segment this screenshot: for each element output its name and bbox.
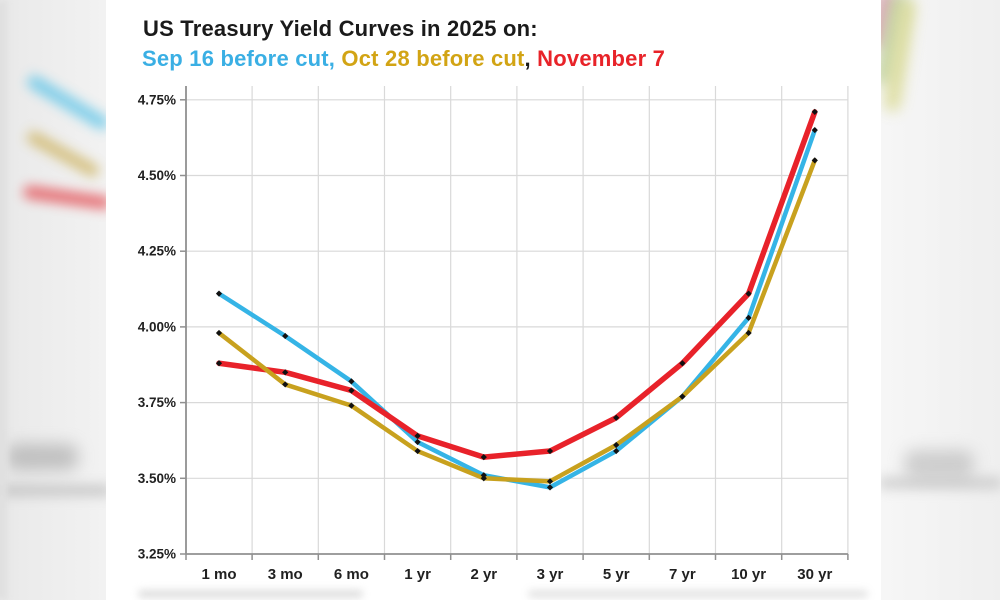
- subtitle-segment: Oct 28 before cut: [335, 46, 525, 71]
- chart-subtitle: Sep 16 before cut, Oct 28 before cut, No…: [142, 46, 665, 72]
- data-point-marker: [414, 438, 421, 446]
- data-point-marker: [348, 387, 355, 394]
- blur-text-blob-right: [904, 450, 974, 478]
- blur-edge-band-left: [0, 0, 8, 600]
- y-axis-label: 4.50%: [138, 168, 176, 183]
- data-point-marker: [480, 475, 487, 482]
- data-point-marker: [811, 157, 818, 164]
- y-axis-label: 4.25%: [138, 244, 176, 259]
- data-point-marker: [348, 378, 355, 385]
- data-point-marker: [480, 454, 487, 461]
- blur-smear-right: [878, 477, 1000, 489]
- series-line-1: [216, 158, 818, 484]
- blurred-backdrop-left: [0, 0, 112, 600]
- data-point-marker: [613, 414, 620, 421]
- x-axis-label: 10 yr: [731, 566, 766, 583]
- blur-caption-cutoff-left: [138, 590, 363, 598]
- x-axis-label: 1 mo: [201, 566, 236, 583]
- data-point-marker: [613, 441, 620, 449]
- data-point-marker: [414, 447, 421, 455]
- data-point-marker: [348, 402, 355, 409]
- data-point-marker: [745, 290, 752, 297]
- series-line-2: [216, 109, 818, 460]
- x-axis-label: 3 yr: [537, 566, 564, 583]
- x-axis-label: 3 mo: [268, 566, 303, 583]
- data-point-marker: [745, 329, 752, 337]
- data-point-marker: [215, 329, 223, 337]
- subtitle-segment: Sep 16 before cut,: [142, 46, 336, 71]
- data-point-marker: [679, 393, 686, 400]
- subtitle-segment: November 7: [530, 46, 666, 71]
- data-point-marker: [282, 369, 289, 376]
- y-axis-label: 3.75%: [138, 395, 176, 410]
- x-axis-label: 6 mo: [334, 566, 369, 583]
- blur-text-blob-left: [6, 444, 78, 470]
- data-point-marker: [679, 360, 686, 367]
- data-point-marker: [811, 126, 818, 134]
- data-point-marker: [745, 314, 752, 321]
- subtitle-segment: ,: [524, 46, 531, 71]
- data-point-marker: [414, 432, 421, 440]
- x-axis-label: 30 yr: [797, 566, 832, 583]
- data-point-marker: [613, 447, 620, 455]
- data-point-marker: [546, 478, 554, 485]
- x-axis-label: 2 yr: [470, 566, 497, 583]
- x-axis-label: 7 yr: [669, 566, 696, 583]
- blurred-backdrop-right: [866, 0, 1000, 600]
- data-point-marker: [811, 108, 818, 116]
- y-axis-label: 3.50%: [138, 471, 176, 486]
- y-axis-label: 4.00%: [138, 319, 176, 334]
- data-point-marker: [215, 360, 223, 367]
- y-axis-label: 3.25%: [138, 547, 176, 562]
- data-point-marker: [282, 381, 289, 388]
- data-point-marker: [546, 447, 554, 455]
- chart-title: US Treasury Yield Curves in 2025 on:: [143, 16, 538, 41]
- data-point-marker: [546, 484, 554, 491]
- blur-caption-cutoff-right: [528, 590, 868, 598]
- x-axis-label: 1 yr: [404, 566, 431, 583]
- blur-smear-left: [0, 485, 112, 496]
- data-point-marker: [282, 332, 289, 340]
- y-axis-label: 4.75%: [138, 92, 176, 107]
- x-axis-label: 5 yr: [603, 566, 630, 583]
- data-point-marker: [215, 290, 223, 297]
